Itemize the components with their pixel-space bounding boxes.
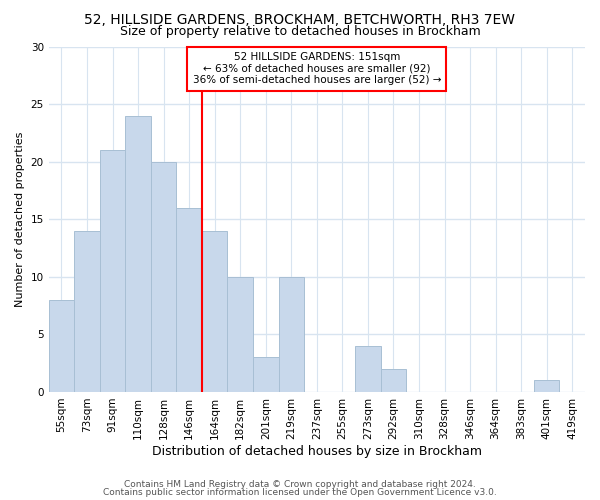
Bar (253, 358, 278, 392)
Text: 52 HILLSIDE GARDENS: 151sqm
← 63% of detached houses are smaller (92)
36% of sem: 52 HILLSIDE GARDENS: 151sqm ← 63% of det… (193, 52, 441, 86)
Bar (74, 230, 100, 392)
Bar (380, 369, 406, 392)
Bar (49, 300, 74, 392)
Text: Contains HM Land Registry data © Crown copyright and database right 2024.: Contains HM Land Registry data © Crown c… (124, 480, 476, 489)
X-axis label: Distribution of detached houses by size in Brockham: Distribution of detached houses by size … (152, 444, 482, 458)
Bar (100, 150, 125, 392)
Text: Size of property relative to detached houses in Brockham: Size of property relative to detached ho… (119, 25, 481, 38)
Bar (176, 208, 202, 392)
Bar (151, 162, 176, 392)
Bar (202, 230, 227, 392)
Bar (125, 116, 151, 392)
Bar (355, 346, 380, 392)
Bar (278, 277, 304, 392)
Bar (227, 277, 253, 392)
Y-axis label: Number of detached properties: Number of detached properties (15, 132, 25, 307)
Bar (534, 380, 559, 392)
Text: 52, HILLSIDE GARDENS, BROCKHAM, BETCHWORTH, RH3 7EW: 52, HILLSIDE GARDENS, BROCKHAM, BETCHWOR… (85, 12, 515, 26)
Text: Contains public sector information licensed under the Open Government Licence v3: Contains public sector information licen… (103, 488, 497, 497)
